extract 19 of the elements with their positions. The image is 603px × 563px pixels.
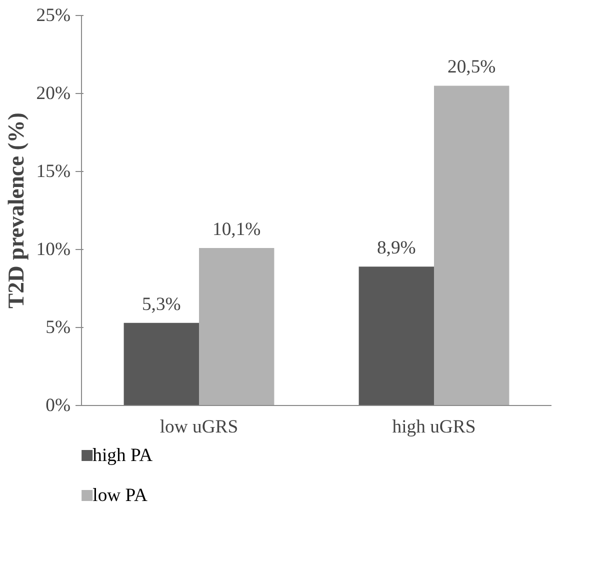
y-tick-label: 20%: [36, 83, 71, 104]
y-tick-label: 15%: [36, 161, 71, 182]
y-tick-label: 0%: [46, 395, 71, 416]
x-tick-label: low uGRS: [160, 416, 238, 438]
data-label: 5,3%: [142, 294, 181, 315]
data-label: 20,5%: [448, 56, 496, 78]
data-label: 10,1%: [212, 218, 261, 240]
bar: [199, 248, 274, 406]
bar: [124, 322, 199, 406]
y-tick-label: 10%: [36, 239, 71, 260]
y-tick-label: 25%: [36, 5, 71, 26]
x-tick-label: high uGRS: [392, 416, 476, 438]
y-axis-title: T2D prevalence (%): [3, 112, 28, 308]
bar: [358, 266, 434, 406]
data-label: 8,9%: [376, 238, 416, 259]
legend-label: low PA: [92, 485, 148, 506]
legend-label: high PA: [92, 445, 154, 466]
y-tick-label: 5%: [46, 317, 71, 338]
bar: [434, 86, 510, 406]
